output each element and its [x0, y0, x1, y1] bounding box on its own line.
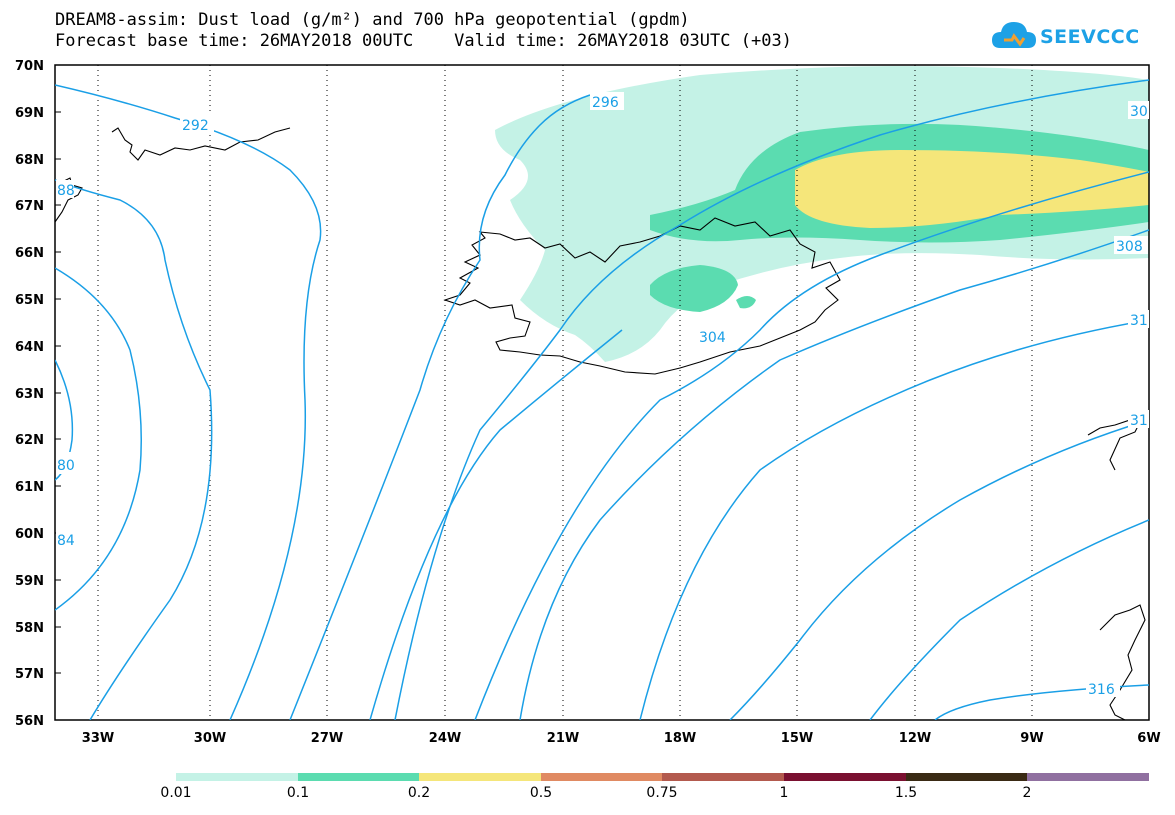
lon-label: 18W	[664, 731, 696, 746]
lon-label: 21W	[547, 731, 579, 746]
colorbar-label: 0.1	[286, 785, 310, 801]
lat-label: 62N	[15, 433, 44, 448]
logo-text: SEEVCCC	[1040, 26, 1140, 48]
colorbar-swatch	[419, 773, 541, 781]
geopotential-contours	[55, 79, 1149, 720]
contour-label-30: 30	[1130, 104, 1148, 120]
colorbar	[176, 773, 1149, 781]
dust-area-0.1-iceland	[650, 265, 738, 312]
cloud-icon	[992, 22, 1036, 48]
colorbar-label: 0.5	[529, 785, 553, 801]
colorbar-label: 2	[1022, 785, 1032, 801]
lat-label: 58N	[15, 621, 44, 636]
colorbar-swatch	[298, 773, 419, 781]
contour-label-292: 292	[182, 118, 209, 134]
lat-label: 61N	[15, 480, 44, 495]
lat-label: 59N	[15, 574, 44, 589]
lon-label: 9W	[1020, 731, 1043, 746]
colorbar-swatch	[906, 773, 1027, 781]
lat-label: 70N	[15, 59, 44, 74]
colorbar-swatch	[784, 773, 906, 781]
lat-label: 60N	[15, 527, 44, 542]
colorbar-label: 1	[779, 785, 789, 801]
map-title: DREAM8-assim: Dust load (g/m²) and 700 h…	[55, 10, 690, 30]
lon-label: 33W	[82, 731, 114, 746]
colorbar-swatch	[1027, 773, 1149, 781]
contour-label-316: 316	[1088, 682, 1115, 698]
lat-label: 68N	[15, 153, 44, 168]
lat-label: 56N	[15, 714, 44, 729]
graticule	[97, 65, 1033, 720]
axis-ticks	[55, 64, 61, 674]
colorbar-swatch	[541, 773, 662, 781]
contour-label-88: 88	[57, 183, 75, 199]
lon-label: 27W	[311, 731, 343, 746]
contour-labels: 292 296 304 308 316 88 80 84 30 31 31	[56, 92, 1149, 698]
lat-label: 66N	[15, 246, 44, 261]
greenland-coast	[111, 127, 291, 161]
dust-area-0.2	[795, 150, 1149, 228]
lat-label: 69N	[15, 106, 44, 121]
dust-area-0.1-small	[736, 296, 756, 309]
seevccc-logo: SEEVCCC	[990, 18, 1140, 58]
map-subtitle: Forecast base time: 26MAY2018 00UTC Vali…	[55, 31, 792, 51]
lon-label: 30W	[194, 731, 226, 746]
colorbar-label: 1.5	[894, 785, 918, 801]
colorbar-label: 0.01	[160, 785, 192, 801]
contour-label-31a: 31	[1130, 313, 1148, 329]
lon-label: 6W	[1137, 731, 1160, 746]
colorbar-label: 0.2	[407, 785, 431, 801]
lat-label: 57N	[15, 667, 44, 682]
scotland-coast	[1099, 604, 1146, 721]
contour-label-31b: 31	[1130, 413, 1148, 429]
colorbar-swatch	[662, 773, 784, 781]
contour-label-296: 296	[592, 95, 619, 111]
colorbar-label: 0.75	[646, 785, 678, 801]
contour-label-308: 308	[1116, 239, 1143, 255]
lon-label: 15W	[781, 731, 813, 746]
lon-label: 12W	[899, 731, 931, 746]
contour-label-304: 304	[699, 330, 726, 346]
contour-label-84: 84	[57, 533, 75, 549]
contour-label-80: 80	[57, 458, 75, 474]
longitude-labels: 33W 30W 27W 24W 21W 18W 15W 12W 9W 6W	[82, 731, 1161, 746]
lat-label: 65N	[15, 293, 44, 308]
lat-label: 64N	[15, 340, 44, 355]
lat-label: 67N	[15, 199, 44, 214]
lat-label: 63N	[15, 387, 44, 402]
lon-label: 24W	[429, 731, 461, 746]
latitude-labels: 70N 69N 68N 67N 66N 65N 64N 63N 62N 61N …	[15, 59, 44, 729]
colorbar-swatch	[176, 773, 298, 781]
iceland-coast	[443, 217, 841, 375]
